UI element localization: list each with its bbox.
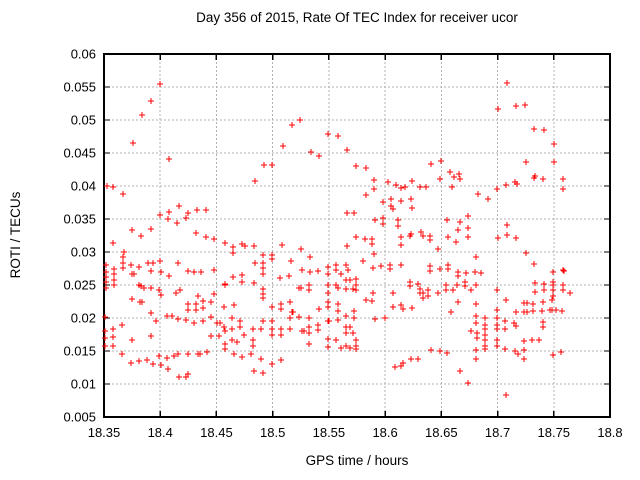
x-tick-label: 18.5 bbox=[260, 425, 285, 440]
x-tick-label: 18.75 bbox=[538, 425, 571, 440]
x-tick-label: 18.55 bbox=[313, 425, 346, 440]
x-tick-label: 18.65 bbox=[425, 425, 458, 440]
y-tick-label: 0.06 bbox=[71, 47, 96, 62]
y-tick-label: 0.05 bbox=[71, 113, 96, 128]
y-tick-label: 0.015 bbox=[63, 344, 96, 359]
x-tick-label: 18.35 bbox=[88, 425, 121, 440]
x-tick-label: 18.7 bbox=[485, 425, 510, 440]
data-points bbox=[102, 80, 573, 398]
y-tick-label: 0.005 bbox=[63, 410, 96, 425]
x-tick-label: 18.8 bbox=[597, 425, 622, 440]
x-tick-label: 18.6 bbox=[372, 425, 397, 440]
x-axis-label: GPS time / hours bbox=[305, 453, 409, 468]
y-axis-label: ROTI / TECUs bbox=[8, 191, 23, 279]
y-tick-label: 0.055 bbox=[63, 80, 96, 95]
y-tick-label: 0.03 bbox=[71, 245, 96, 260]
chart-title: Day 356 of 2015, Rate Of TEC Index for r… bbox=[196, 10, 518, 25]
y-tick-label: 0.025 bbox=[63, 278, 96, 293]
y-tick-label: 0.02 bbox=[71, 311, 96, 326]
y-tick-label: 0.035 bbox=[63, 212, 96, 227]
plot-border bbox=[103, 53, 611, 418]
x-tick-label: 18.4 bbox=[148, 425, 173, 440]
y-tick-label: 0.01 bbox=[71, 377, 96, 392]
y-tick-label: 0.04 bbox=[71, 179, 96, 194]
x-tick-label: 18.45 bbox=[200, 425, 233, 440]
y-tick-label: 0.045 bbox=[63, 146, 96, 161]
